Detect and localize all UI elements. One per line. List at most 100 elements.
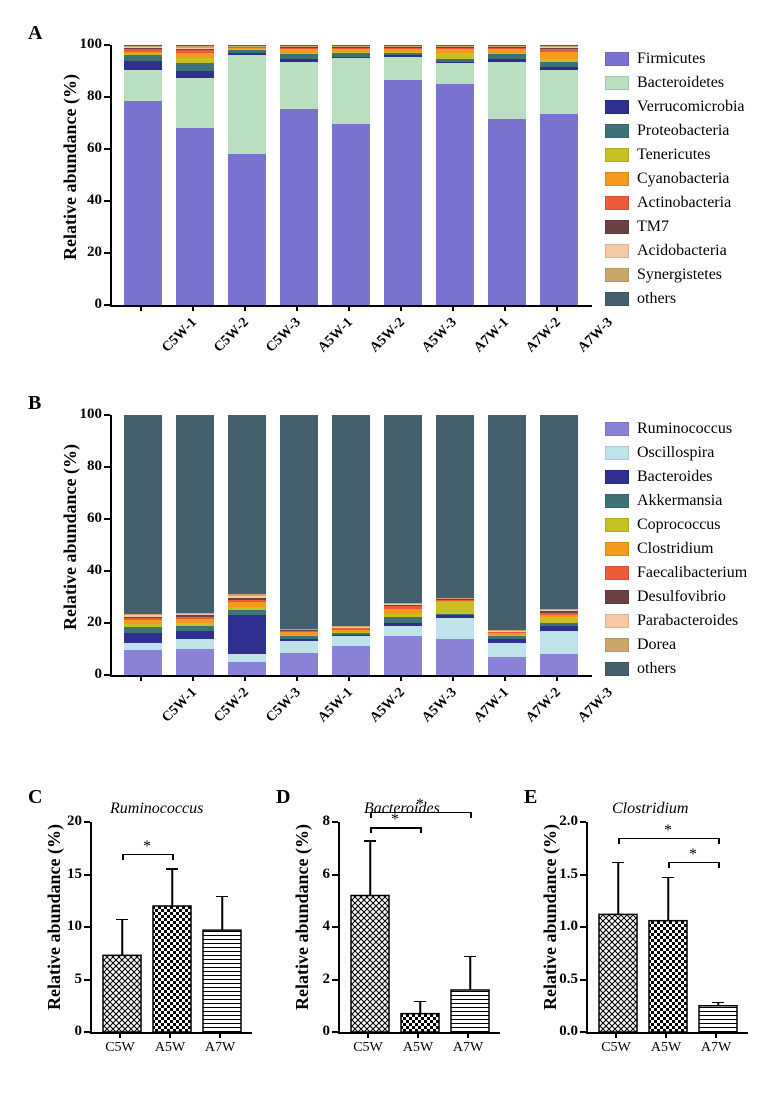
stack-segment: [228, 607, 266, 610]
stack-segment: [384, 603, 422, 604]
stack-segment: [436, 615, 474, 618]
stack-segment: [124, 620, 162, 624]
legend-item: Coprococcus: [605, 516, 747, 534]
stack-segment: [124, 46, 162, 47]
y-tick-label: 6: [302, 866, 330, 883]
x-category-label: A5W: [403, 1040, 433, 1056]
legend-swatch: [605, 422, 629, 436]
x-tick: [665, 1032, 667, 1038]
x-tick: [192, 305, 194, 311]
x-category-label: C5W-3: [263, 685, 304, 726]
stack-segment: [176, 614, 214, 615]
legend-item: Verrucomicrobia: [605, 98, 745, 116]
error-cap: [166, 868, 178, 870]
stack-segment: [124, 633, 162, 642]
stack-segment: [384, 48, 422, 49]
error-cap: [712, 1002, 724, 1004]
stack-segment: [488, 119, 526, 305]
chart-b: Relative abundance (%) RuminococcusOscil…: [40, 405, 750, 765]
stack-segment: [124, 627, 162, 634]
stacked-bar: [332, 45, 370, 305]
stack-segment: [280, 639, 318, 642]
x-tick: [296, 675, 298, 681]
stack-segment: [436, 618, 474, 639]
stack-segment: [124, 61, 162, 70]
stack-segment: [436, 48, 474, 49]
significance-drop: [718, 862, 720, 868]
x-tick: [715, 1032, 717, 1038]
stack-segment: [384, 626, 422, 636]
stack-segment: [540, 610, 578, 611]
error-bar: [469, 956, 471, 990]
stack-segment: [436, 598, 474, 599]
y-tick-label: 60: [74, 140, 102, 157]
stack-segment: [280, 629, 318, 630]
x-tick: [219, 1032, 221, 1038]
stack-segment: [384, 52, 422, 53]
stack-segment: [384, 605, 422, 606]
significance-drop: [618, 838, 620, 844]
legend-swatch: [605, 470, 629, 484]
stack-segment: [280, 46, 318, 47]
y-tick: [332, 926, 338, 928]
y-tick-label: 100: [74, 406, 102, 423]
x-tick: [556, 675, 558, 681]
stack-segment: [176, 626, 214, 631]
stack-segment: [280, 47, 318, 48]
x-category-label: C5W: [105, 1040, 135, 1056]
x-category-label: A5W: [651, 1040, 681, 1056]
stack-segment: [332, 48, 370, 49]
x-tick: [417, 1032, 419, 1038]
legend-item: Ruminococcus: [605, 420, 747, 438]
stacked-bar: [540, 45, 578, 305]
stack-segment: [384, 53, 422, 56]
stack-segment: [436, 63, 474, 84]
legend-item: Tenericutes: [605, 146, 745, 164]
x-category-label: C5W-1: [159, 685, 200, 726]
bar: [599, 914, 637, 1032]
stack-segment: [436, 598, 474, 599]
significance-drop: [172, 854, 174, 860]
stack-segment: [540, 415, 578, 609]
stack-segment: [488, 630, 526, 631]
stack-segment: [332, 630, 370, 633]
significance-star: *: [143, 838, 151, 856]
legend-label: Akkermansia: [637, 492, 722, 510]
x-category-label: C5W-1: [159, 315, 200, 356]
stack-segment: [176, 415, 214, 613]
y-tick-label: 5: [54, 971, 82, 988]
significance-drop: [420, 827, 422, 833]
stack-segment: [540, 46, 578, 47]
stacked-bar: [436, 45, 474, 305]
stack-segment: [488, 643, 526, 657]
stack-segment: [540, 617, 578, 624]
stack-segment: [436, 599, 474, 600]
stack-segment: [332, 52, 370, 53]
stack-segment: [332, 627, 370, 628]
y-tick-label: 0.0: [550, 1023, 578, 1040]
error-cap: [464, 956, 476, 958]
y-tick: [104, 148, 110, 150]
x-tick: [400, 675, 402, 681]
legend-label: Oscillospira: [637, 444, 714, 462]
legend-swatch: [605, 52, 629, 66]
legend-swatch: [605, 566, 629, 580]
stacked-bar: [384, 415, 422, 675]
legend-swatch: [605, 76, 629, 90]
stack-segment: [332, 46, 370, 47]
legend-label: Synergistetes: [637, 266, 722, 284]
stack-segment: [436, 415, 474, 598]
stack-segment: [540, 45, 578, 46]
stack-segment: [176, 49, 214, 50]
y-tick: [580, 821, 586, 823]
title-d: Bacteroides: [364, 800, 440, 818]
significance-drop: [122, 854, 124, 860]
x-tick: [140, 305, 142, 311]
legend-swatch: [605, 542, 629, 556]
stack-segment: [384, 49, 422, 52]
y-tick: [104, 466, 110, 468]
stack-segment: [124, 52, 162, 55]
legend-item: Bacteroidetes: [605, 74, 745, 92]
stack-segment: [436, 600, 474, 601]
y-tick-label: 15: [54, 866, 82, 883]
